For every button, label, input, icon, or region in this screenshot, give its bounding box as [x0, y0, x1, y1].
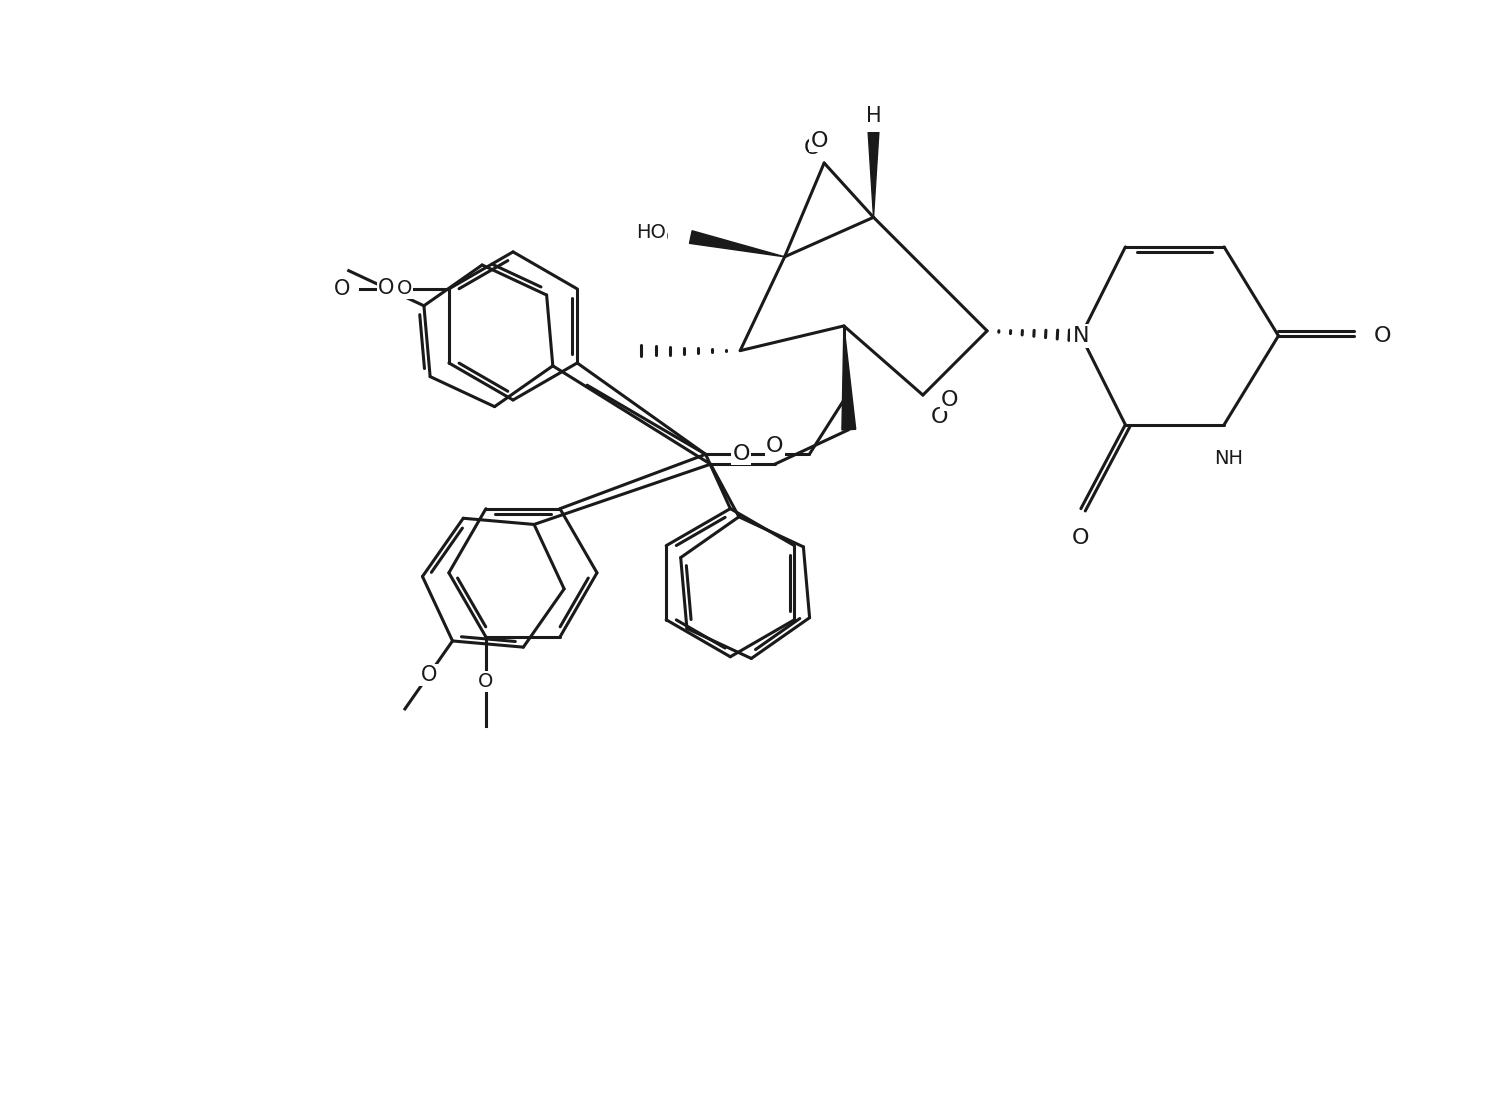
Text: O: O: [396, 280, 413, 299]
Text: H: H: [866, 106, 881, 126]
Text: O: O: [478, 672, 493, 691]
Text: N: N: [1072, 325, 1089, 345]
Text: O: O: [940, 390, 959, 410]
Text: O: O: [1072, 529, 1090, 549]
Text: O: O: [420, 665, 437, 685]
Text: O: O: [803, 138, 821, 158]
Text: HO: HO: [640, 228, 670, 247]
Polygon shape: [868, 132, 878, 217]
Text: O: O: [334, 278, 351, 299]
Text: NH: NH: [1214, 449, 1243, 468]
Text: O: O: [931, 407, 948, 427]
Polygon shape: [842, 326, 856, 430]
Text: O: O: [378, 278, 395, 299]
Text: O: O: [767, 436, 783, 456]
Text: O: O: [1374, 325, 1391, 345]
Text: O: O: [733, 444, 750, 464]
Text: H: H: [866, 112, 881, 132]
Text: O: O: [810, 131, 829, 151]
Polygon shape: [689, 230, 785, 257]
Text: HO: HO: [637, 222, 667, 241]
